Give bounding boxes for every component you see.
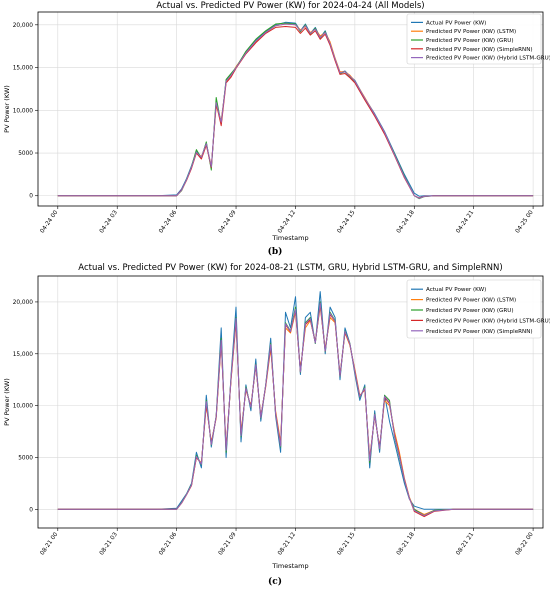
legend-entry: Predicted PV Power (KW) (Hybrid LSTM-GRU…: [426, 318, 550, 324]
y-tick-label: 20,000: [13, 23, 34, 29]
legend: Actual PV Power (KW) Predicted PV Power (…: [406, 13, 550, 65]
x-tick-label: 04-24 18: [396, 209, 416, 234]
x-tick-label: 04-24 12: [277, 209, 297, 234]
y-axis-label: PV Power (KW): [3, 378, 11, 426]
x-tick-label: 08-21 09: [218, 531, 238, 556]
chart-panel-1: 04-24 00 04-24 03 04-24 06 04-24 09 04-24 12…: [3, 1, 550, 257]
panel-caption: (b): [268, 246, 283, 257]
x-axis-label: Timestamp: [271, 562, 308, 570]
x-tick-label: 08-21 18: [396, 531, 416, 556]
y-tick-label: 5000: [18, 455, 33, 461]
x-tick-label: 08-21 03: [99, 531, 119, 556]
x-tick-label: 08-21 15: [337, 531, 357, 556]
x-tick-label: 04-24 09: [218, 209, 238, 234]
chart-title: Actual vs. Predicted PV Power (KW) for 2…: [78, 263, 502, 273]
x-tick-label: 04-24 03: [99, 209, 119, 234]
series-line-5: [57, 302, 534, 517]
legend-entry: Actual PV Power (KW): [426, 20, 486, 26]
x-tick-label: 04-24 15: [337, 209, 357, 234]
x-tick-label: 08-21 06: [158, 531, 178, 556]
y-axis-label: PV Power (KW): [3, 85, 11, 133]
x-tick-label: 08-21 12: [277, 531, 297, 556]
x-tick-label: 08-21 00: [40, 531, 60, 556]
chart-title: Actual vs. Predicted PV Power (KW) for 2…: [156, 1, 424, 11]
legend-entry: Predicted PV Power (KW) (SimpleRNN): [426, 47, 533, 53]
x-tick-label: 08-21 21: [455, 531, 475, 556]
plot-frame: [37, 275, 544, 529]
y-tick-label: 10,000: [13, 108, 34, 114]
panel-caption: (c): [268, 576, 282, 587]
legend-entry: Predicted PV Power (KW) (LSTM): [426, 298, 516, 304]
chart-panel-2: 08-21 00 08-21 03 08-21 06 08-21 09 08-21 12…: [3, 263, 550, 587]
x-tick-label: 04-25 00: [515, 209, 535, 234]
x-axis-label: Timestamp: [271, 234, 308, 242]
series-line-5: [57, 23, 534, 199]
legend-entry: Predicted PV Power (KW) (GRU): [426, 308, 514, 314]
legend-entry: Actual PV Power (KW): [426, 287, 486, 293]
x-tick-label: 04-24 06: [158, 209, 178, 234]
x-tick-label: 08-22 00: [515, 531, 535, 556]
x-tick-label: 04-24 00: [40, 209, 60, 234]
y-tick-label: 0: [29, 507, 33, 513]
y-tick-label: 10,000: [13, 404, 34, 410]
legend-box: [406, 279, 542, 339]
plot-frame: [37, 11, 544, 207]
y-tick-label: 5000: [18, 151, 33, 157]
legend-entry: Predicted PV Power (KW) (GRU): [426, 38, 514, 44]
y-tick-label: 20,000: [13, 300, 34, 306]
legend-box: [406, 13, 542, 65]
legend: Actual PV Power (KW) Predicted PV Power (…: [406, 279, 550, 339]
x-tick-label: 04-24 21: [455, 209, 475, 234]
legend-entry: Predicted PV Power (KW) (LSTM): [426, 29, 516, 35]
legend-entry: Predicted PV Power (KW) (SimpleRNN): [426, 329, 533, 335]
y-tick-label: 15,000: [13, 352, 34, 358]
legend-entry: Predicted PV Power (KW) (Hybrid LSTM-GRU…: [426, 56, 550, 62]
y-tick-label: 15,000: [13, 66, 34, 72]
y-tick-label: 0: [29, 194, 33, 200]
